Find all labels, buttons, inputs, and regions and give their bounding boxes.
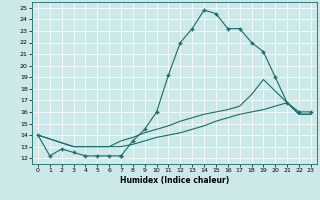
X-axis label: Humidex (Indice chaleur): Humidex (Indice chaleur) [120,176,229,185]
